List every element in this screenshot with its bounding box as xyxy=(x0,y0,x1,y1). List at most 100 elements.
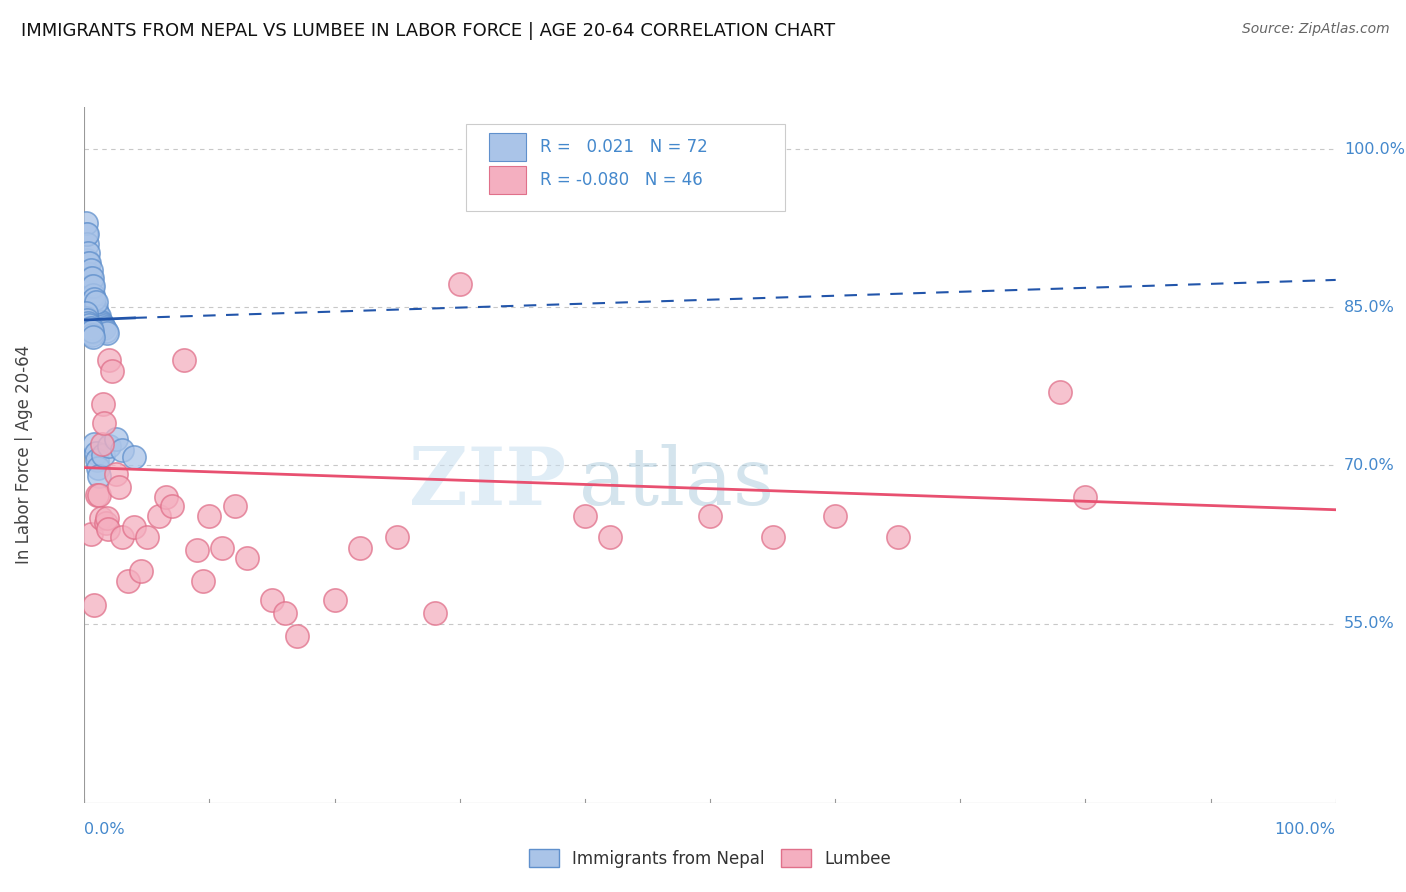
Point xyxy=(98,353,121,368)
Point xyxy=(160,499,183,513)
Point xyxy=(385,530,409,544)
Point xyxy=(80,295,103,310)
Point xyxy=(423,606,446,620)
Point xyxy=(79,324,101,338)
Point xyxy=(762,530,785,544)
Point xyxy=(89,488,111,502)
Point xyxy=(79,301,101,315)
Legend: Immigrants from Nepal, Lumbee: Immigrants from Nepal, Lumbee xyxy=(522,842,898,874)
Point xyxy=(86,305,108,319)
Point xyxy=(83,437,105,451)
Point xyxy=(262,593,284,607)
Point xyxy=(77,245,100,260)
Point xyxy=(91,319,114,334)
Point xyxy=(97,522,120,536)
Point xyxy=(87,460,110,475)
Point xyxy=(77,295,100,310)
Point xyxy=(285,629,308,643)
Point xyxy=(89,313,111,327)
Point xyxy=(79,301,101,315)
Point xyxy=(117,574,139,589)
Point xyxy=(79,292,101,306)
Point xyxy=(349,541,371,555)
Point xyxy=(1049,384,1071,399)
Point xyxy=(79,318,101,333)
Point xyxy=(79,267,101,281)
Point xyxy=(76,252,98,267)
Point xyxy=(90,317,112,331)
Point xyxy=(77,256,100,270)
Point xyxy=(90,437,112,451)
Point xyxy=(96,511,118,525)
Point xyxy=(1074,490,1097,504)
Text: In Labor Force | Age 20-64: In Labor Force | Age 20-64 xyxy=(15,345,34,565)
Point xyxy=(94,516,117,531)
FancyBboxPatch shape xyxy=(465,124,785,211)
Text: R = -0.080   N = 46: R = -0.080 N = 46 xyxy=(540,171,703,189)
Point xyxy=(87,313,110,327)
Point xyxy=(93,321,115,335)
Point xyxy=(79,308,101,322)
Point xyxy=(83,310,105,325)
Point xyxy=(148,509,170,524)
Point xyxy=(599,530,621,544)
Point xyxy=(76,268,98,283)
Point xyxy=(90,315,112,329)
Text: Source: ZipAtlas.com: Source: ZipAtlas.com xyxy=(1241,22,1389,37)
Point xyxy=(84,302,107,317)
Point xyxy=(224,499,246,513)
Point xyxy=(124,450,146,464)
Text: atlas: atlas xyxy=(579,443,773,522)
FancyBboxPatch shape xyxy=(488,167,526,194)
Point xyxy=(75,305,97,319)
Point xyxy=(82,287,104,301)
Point xyxy=(83,292,105,306)
Point xyxy=(80,270,103,285)
Point xyxy=(136,530,159,544)
Point xyxy=(82,302,104,317)
Point xyxy=(186,542,208,557)
Point xyxy=(82,309,104,323)
Text: 100.0%: 100.0% xyxy=(1275,822,1336,837)
Text: 100.0%: 100.0% xyxy=(1344,142,1405,157)
Point xyxy=(86,453,108,467)
Point xyxy=(173,353,195,368)
FancyBboxPatch shape xyxy=(488,133,526,161)
Point xyxy=(79,321,101,335)
Point xyxy=(101,363,124,377)
Point xyxy=(77,316,100,330)
Point xyxy=(91,448,114,462)
Point xyxy=(699,509,721,524)
Point xyxy=(323,593,346,607)
Point xyxy=(79,263,101,277)
Point xyxy=(124,519,146,533)
Point xyxy=(98,440,121,454)
Point xyxy=(96,326,118,340)
Point xyxy=(75,315,97,329)
Point xyxy=(111,442,134,457)
Point xyxy=(80,310,103,325)
Point xyxy=(80,327,103,342)
Point xyxy=(75,310,97,325)
Point xyxy=(86,310,108,325)
Point xyxy=(574,509,596,524)
Point xyxy=(155,490,177,504)
Point xyxy=(79,527,101,541)
Point xyxy=(129,564,152,578)
Point xyxy=(75,216,97,230)
Point xyxy=(77,279,100,293)
Point xyxy=(82,279,104,293)
Text: 85.0%: 85.0% xyxy=(1344,300,1395,315)
Point xyxy=(82,330,104,344)
Point xyxy=(79,270,101,285)
Point xyxy=(80,302,103,317)
Point xyxy=(75,270,97,285)
Point xyxy=(83,302,105,317)
Point xyxy=(79,292,101,306)
Point xyxy=(111,530,134,544)
Text: IMMIGRANTS FROM NEPAL VS LUMBEE IN LABOR FORCE | AGE 20-64 CORRELATION CHART: IMMIGRANTS FROM NEPAL VS LUMBEE IN LABOR… xyxy=(21,22,835,40)
Point xyxy=(449,277,471,292)
Point xyxy=(89,309,111,323)
Point xyxy=(104,467,127,481)
Point xyxy=(79,285,101,299)
